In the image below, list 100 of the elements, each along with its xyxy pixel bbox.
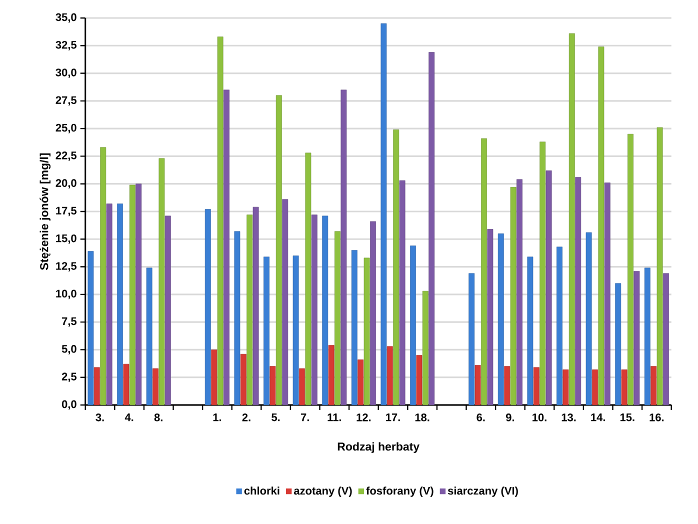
y-tick-label: 22,5 — [56, 152, 77, 161]
bar — [311, 214, 318, 406]
bar — [270, 366, 276, 406]
x-tick-label: 10. — [532, 414, 546, 422]
legend-label: siarczany (VI) — [448, 486, 518, 497]
bar — [292, 256, 299, 406]
legend-label: fosforany (V) — [366, 486, 434, 497]
bar — [211, 350, 218, 406]
bar — [217, 36, 224, 406]
x-tick-label: 9. — [506, 414, 514, 422]
x-tick-label: 12. — [356, 414, 371, 422]
y-tick-label: 25,0 — [56, 124, 76, 134]
x-tick-label: 5. — [272, 414, 280, 422]
y-axis-title: Stężenie jonów [mg/l] — [40, 153, 51, 270]
bar — [252, 206, 259, 406]
bar — [299, 368, 305, 406]
y-tick-label: 30,0 — [56, 68, 76, 78]
y-tick-label: 35,0 — [56, 13, 76, 23]
bar — [621, 369, 628, 406]
bar — [370, 221, 376, 406]
x-axis-title: Rodzaj herbaty — [338, 442, 420, 453]
bar — [152, 368, 158, 406]
bar — [487, 229, 494, 406]
bar — [468, 273, 475, 406]
bar — [498, 233, 504, 406]
bar — [386, 346, 393, 406]
bar — [546, 170, 552, 406]
x-tick-label: 14. — [591, 414, 605, 422]
x-tick-label: 13. — [562, 414, 576, 422]
bar — [416, 355, 422, 406]
y-tick-label: 32,5 — [56, 40, 77, 50]
bar — [129, 184, 136, 406]
bar — [644, 268, 650, 406]
bar — [264, 256, 270, 406]
bar — [516, 179, 522, 406]
x-tick-label: 7. — [300, 414, 309, 422]
bar — [224, 90, 230, 406]
bar — [106, 204, 112, 406]
bar — [504, 366, 510, 406]
x-tick-label: 2. — [242, 414, 250, 422]
x-tick-label: 8. — [154, 414, 162, 422]
bar — [650, 366, 657, 406]
y-tick-label: 5,0 — [62, 345, 76, 354]
bar — [164, 216, 171, 406]
bar — [598, 46, 604, 406]
y-tick-label: 2,5 — [62, 372, 77, 382]
bar — [282, 199, 288, 406]
bar — [568, 33, 575, 406]
bar — [663, 273, 669, 406]
bar — [204, 209, 211, 406]
legend-label: chlorki — [244, 486, 280, 495]
bar — [364, 258, 370, 406]
x-tick-label: 6. — [476, 414, 485, 422]
bar — [399, 180, 406, 406]
x-tick-label: 3. — [96, 414, 104, 422]
bar — [422, 290, 428, 406]
y-tick-label: 15,0 — [56, 234, 76, 244]
x-tick-label: 1. — [213, 414, 222, 422]
bar — [393, 130, 400, 406]
x-tick-label: 11. — [328, 414, 341, 422]
bar — [628, 134, 634, 406]
bar — [428, 52, 435, 406]
bar — [305, 152, 312, 406]
bar — [322, 216, 328, 406]
y-tick-label: 7,5 — [62, 317, 77, 327]
bar — [240, 354, 246, 406]
x-tick-label: 15. — [620, 414, 634, 422]
y-tick-label: 10,0 — [56, 290, 76, 300]
bar — [276, 95, 282, 406]
bar — [328, 345, 334, 406]
x-tick-label: 18. — [415, 414, 430, 422]
y-tick-label: 20,0 — [56, 179, 76, 189]
bar — [592, 369, 598, 406]
x-tick-label: 4. — [124, 414, 134, 422]
bar — [146, 268, 152, 406]
bar — [334, 231, 340, 406]
bar — [136, 184, 142, 406]
y-tick-label: 12,5 — [56, 262, 77, 272]
bar — [510, 187, 516, 406]
bar — [410, 246, 416, 406]
bar — [527, 256, 534, 406]
bar — [575, 177, 582, 406]
bar — [158, 158, 165, 406]
bar — [380, 23, 387, 406]
bar — [540, 142, 546, 406]
bar — [586, 232, 592, 406]
bar — [100, 147, 106, 406]
bar — [88, 251, 94, 406]
bar — [94, 367, 100, 406]
bar — [481, 138, 487, 406]
bar — [123, 364, 130, 406]
bar — [562, 369, 569, 406]
bar — [117, 204, 123, 406]
bar — [556, 246, 562, 406]
y-tick-label: 27,5 — [56, 96, 77, 106]
bar — [246, 214, 253, 406]
legend-label: azotany (V) — [294, 486, 352, 497]
bar — [351, 250, 358, 406]
bar — [634, 271, 640, 406]
bar — [474, 365, 481, 406]
